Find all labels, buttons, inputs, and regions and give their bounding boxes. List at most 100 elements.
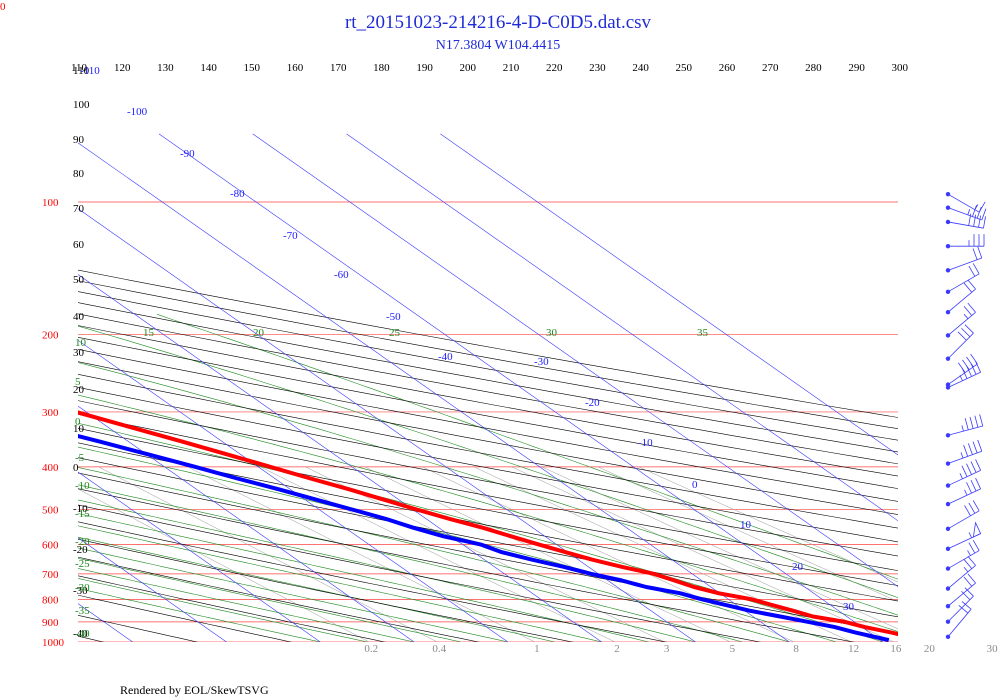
- wind-barb: [945, 414, 984, 438]
- theta-top-label: 290: [848, 62, 865, 74]
- pressure-label: 600: [42, 539, 59, 551]
- wind-barb-flag: [978, 215, 982, 228]
- wind-barb-flag: [961, 590, 971, 601]
- wind-barb-flag: [970, 479, 977, 492]
- theta-top-label: 240: [632, 62, 649, 74]
- wind-barb-flag: [963, 306, 973, 316]
- wind-barb-flag: [975, 477, 981, 490]
- wind-barb-flag: [964, 418, 969, 430]
- isotherm-line: [346, 133, 898, 522]
- wind-barb: [945, 459, 981, 488]
- pressure-label: 900: [42, 617, 59, 629]
- wind-barb-flag: [964, 324, 974, 334]
- wind-barb-staff: [947, 311, 976, 336]
- theta-top-label: 160: [287, 62, 304, 74]
- theta-top-label: 150: [244, 62, 261, 74]
- theta-left-label: 80: [73, 168, 85, 180]
- theta-left-label: 110: [73, 65, 90, 77]
- wind-barb-flag: [961, 327, 971, 338]
- dry-adiabat-line: [78, 361, 898, 515]
- wind-barb-flag: [967, 302, 976, 313]
- isotherm-line: [78, 274, 602, 642]
- dry-adiabat-line: [78, 457, 898, 618]
- wind-barb-flag: [981, 208, 987, 221]
- dry-adiabat-line: [78, 472, 898, 634]
- theta-left-label: -30: [73, 585, 88, 597]
- wind-barb-flag: [967, 573, 976, 584]
- wind-barb-staff: [947, 595, 974, 622]
- isotherm-line: [78, 537, 227, 642]
- wind-barb: [945, 324, 974, 361]
- wind-barb-staff: [947, 257, 982, 271]
- wind-barb-staff: [947, 565, 976, 589]
- corner-label: 0: [0, 1, 6, 13]
- chart-subtitle: N17.3804 W104.4415: [436, 38, 561, 53]
- dry-adiabat-line: [78, 504, 762, 642]
- dry-adiabat-line: [78, 556, 480, 642]
- wind-barb: [945, 279, 976, 315]
- isotherm-line: [0, 134, 39, 642]
- isotherm-label: -80: [230, 188, 245, 200]
- moist-adiabat-label: 15: [143, 327, 155, 339]
- pressure-label: 200: [42, 329, 59, 341]
- theta-left-label: 10: [73, 423, 85, 435]
- wind-barb-flag: [967, 279, 976, 290]
- wind-barb-flag: [972, 500, 980, 511]
- mixing-ratio-line: [364, 466, 731, 642]
- chart-title: rt_20151023-214216-4-D-C0D5.dat.csv: [345, 12, 652, 33]
- theta-left-label: 60: [73, 239, 85, 251]
- wind-barb: [945, 353, 978, 387]
- wet-bulb-label: -15: [75, 508, 90, 520]
- theta-left-label: 20: [73, 384, 85, 396]
- isotherm-label: -110: [80, 65, 100, 77]
- theta-top-label: 270: [762, 62, 779, 74]
- dry-adiabat-line: [78, 413, 898, 571]
- dry-adiabat-line: [78, 575, 387, 642]
- pressure-label: 300: [42, 407, 59, 419]
- dry-adiabat-lines: [78, 269, 898, 642]
- theta-top-label: 300: [892, 62, 909, 74]
- mixing-ratio-label: 30: [987, 643, 999, 655]
- theta-left-label: -10: [73, 503, 88, 515]
- wet-bulb-label: -25: [75, 558, 90, 570]
- dry-adiabat-line: [78, 280, 898, 430]
- wind-barb-half-flag: [961, 425, 964, 432]
- wet-bulb-label: -10: [75, 480, 90, 492]
- mixing-ratio-label: 8: [793, 643, 799, 655]
- pressure-label: 1000: [42, 637, 65, 649]
- moist-adiabat-label: 30: [546, 327, 558, 339]
- isotherm-label: -90: [180, 148, 195, 160]
- pressure-label: 500: [42, 505, 59, 517]
- theta-left-label: 50: [73, 274, 85, 286]
- temperature-trace: [78, 410, 898, 637]
- wet-bulb-label: -5: [75, 452, 85, 464]
- theta-top-label: 210: [503, 62, 520, 74]
- wind-barb-staff: [947, 273, 980, 293]
- mixing-ratio-label: 5: [730, 643, 736, 655]
- wind-barb-flag: [973, 214, 977, 227]
- dry-adiabat-line: [78, 387, 898, 543]
- isotherm-line: [252, 133, 898, 587]
- wind-barb-flag: [979, 414, 984, 427]
- theta-left-label: 70: [73, 203, 85, 215]
- mixing-ratio-line: [305, 466, 665, 642]
- theta-top-label: 260: [719, 62, 736, 74]
- theta-left-label: 100: [73, 99, 90, 111]
- wind-barb: [945, 205, 987, 221]
- wind-barb-flag: [970, 461, 977, 473]
- wind-barb-staff: [947, 371, 981, 388]
- wet-bulb-label: -35: [75, 605, 90, 617]
- isotherm-line: [78, 405, 415, 642]
- wind-barb-staff: [947, 425, 983, 436]
- wind-barb-flag: [972, 441, 978, 454]
- wind-barb-flag: [972, 248, 978, 260]
- moist-adiabat-line: [78, 394, 898, 632]
- isotherm-label: 0: [692, 479, 698, 491]
- wind-barb: [945, 587, 974, 624]
- wind-barb-half-flag: [959, 375, 963, 381]
- wind-barb-half-flag: [964, 489, 968, 496]
- mixing-ratio-label: 12: [848, 643, 859, 655]
- isotherm-label: 20: [792, 561, 804, 573]
- wind-barb-flag: [966, 482, 972, 494]
- mixing-ratio-line: [187, 466, 535, 642]
